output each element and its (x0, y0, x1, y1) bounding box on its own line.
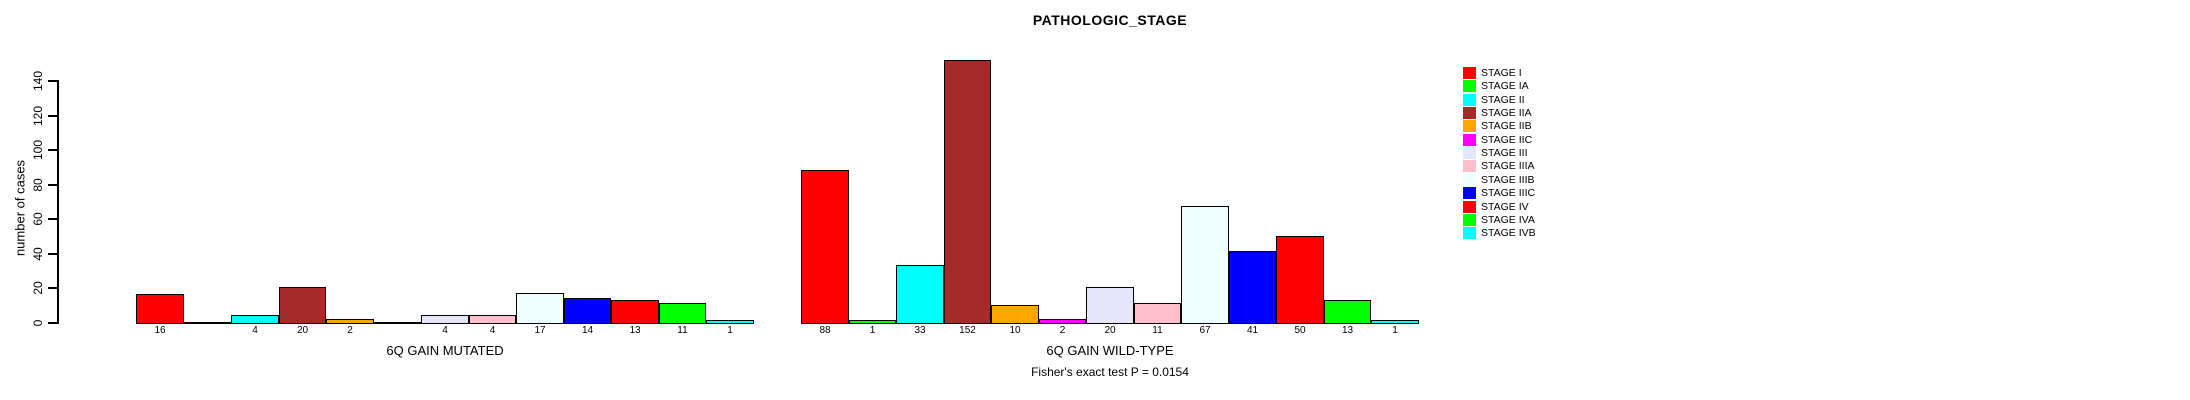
chart-title: PATHOLOGIC_STAGE (1032, 12, 1188, 28)
bar-value-label: 13 (629, 325, 641, 336)
bar-value-label: 1 (869, 325, 876, 336)
fisher-test-annotation: Fisher's exact test P = 0.0154 (1031, 365, 1189, 379)
bar-value-label: 50 (1294, 325, 1306, 336)
bar-stage-iib (991, 305, 1039, 324)
bar-value-label: 1 (1392, 325, 1398, 336)
bar-stage-ii (896, 265, 944, 324)
bar-stage-ivb (706, 320, 754, 324)
y-axis-line (57, 80, 59, 324)
legend-swatch-icon (1463, 187, 1476, 199)
bar-value-label: 20 (1104, 325, 1116, 336)
bar-stage-iiib (1181, 206, 1229, 324)
bar-stage-iiia (469, 315, 516, 324)
bar-stage-iii (421, 315, 469, 324)
x-axis-label-wild-type: 6Q GAIN WILD-TYPE (1046, 343, 1174, 358)
bar-value-label: 4 (252, 325, 258, 336)
bar-value-label: 41 (1246, 325, 1259, 336)
x-axis-label-mutated: 6Q GAIN MUTATED (386, 343, 504, 358)
legend-swatch-icon (1463, 80, 1476, 92)
y-axis-tick (48, 115, 58, 117)
bar-value-label: 33 (914, 325, 926, 336)
y-axis-title: number of cases (12, 159, 28, 257)
bar-stage-i (136, 294, 184, 324)
bar-value-label: 2 (347, 325, 353, 336)
y-axis-tick (48, 218, 58, 220)
legend-label: STAGE IV (1481, 201, 1529, 213)
bar-stage-i (801, 170, 849, 324)
bar-value-label: 13 (1341, 325, 1354, 336)
legend-label: STAGE II (1481, 94, 1525, 106)
legend-swatch-icon (1463, 134, 1476, 146)
zero-bar-baseline (184, 322, 231, 324)
bar-stage-iia (279, 287, 326, 324)
legend-swatch-icon (1463, 214, 1476, 226)
legend-swatch-icon (1463, 174, 1476, 186)
bar-value-label: 1 (727, 325, 733, 336)
bar-stage-iiic (564, 298, 611, 324)
y-axis-tick-label: 40 (31, 247, 45, 261)
legend-swatch-icon (1463, 107, 1476, 119)
legend-label: STAGE III (1481, 147, 1528, 159)
bar-stage-iib (326, 319, 374, 324)
bar-stage-iva (659, 303, 706, 324)
bar-stage-ia (849, 320, 896, 324)
bar-value-label: 88 (819, 325, 831, 336)
y-axis-tick-label: 100 (31, 139, 45, 161)
y-axis-tick-label: 60 (31, 212, 45, 226)
bar-value-label: 11 (1152, 325, 1163, 336)
y-axis-tick-label: 140 (31, 70, 45, 92)
bar-value-label: 4 (442, 325, 448, 336)
legend-label: STAGE IVA (1481, 214, 1535, 226)
bar-stage-ii (231, 315, 279, 324)
legend-label: STAGE IIB (1481, 120, 1532, 132)
bar-stage-iiic (1229, 251, 1276, 324)
legend-swatch-icon (1463, 227, 1476, 239)
bar-stage-iv (1276, 236, 1324, 324)
legend-swatch-icon (1463, 201, 1476, 213)
legend-label: STAGE IIC (1481, 134, 1533, 146)
y-axis-tick-label: 80 (31, 178, 45, 192)
y-axis-tick-label: 120 (31, 105, 45, 127)
bar-value-label: 16 (154, 325, 166, 336)
legend-label: STAGE IIIB (1481, 174, 1535, 186)
legend-swatch-icon (1463, 67, 1476, 79)
y-axis-tick (48, 287, 58, 289)
legend-label: STAGE I (1481, 67, 1522, 79)
bar-stage-iii (1086, 287, 1134, 324)
bar-stage-iiia (1134, 303, 1181, 324)
bar-stage-iva (1324, 300, 1371, 324)
bar-stage-iv (611, 300, 659, 324)
y-axis-tick (48, 149, 58, 151)
legend-swatch-icon (1463, 120, 1476, 132)
y-axis-tick (48, 322, 58, 324)
legend-swatch-icon (1463, 94, 1476, 106)
bar-value-label: 10 (1009, 325, 1021, 336)
bar-stage-ivb (1371, 320, 1419, 324)
bar-stage-iiib (516, 293, 564, 324)
zero-bar-baseline (374, 322, 421, 324)
bar-value-label: 2 (1059, 325, 1066, 336)
bar-value-label: 4 (489, 325, 496, 336)
y-axis-tick (48, 253, 58, 255)
legend-label: STAGE IVB (1481, 227, 1536, 239)
bar-value-label: 67 (1199, 325, 1211, 336)
bar-stage-iic (1039, 319, 1086, 324)
bar-value-label: 152 (959, 325, 976, 336)
legend-label: STAGE IA (1481, 80, 1529, 92)
y-axis-tick (48, 80, 58, 82)
bar-value-label: 17 (534, 325, 546, 336)
bar-value-label: 11 (677, 325, 688, 336)
y-axis-tick-label: 20 (31, 281, 45, 295)
legend-label: STAGE IIA (1481, 107, 1532, 119)
y-axis-tick (48, 184, 58, 186)
legend-label: STAGE IIIA (1481, 160, 1535, 172)
bar-value-label: 20 (296, 325, 309, 336)
bar-stage-iia (944, 60, 991, 324)
legend-swatch-icon (1463, 147, 1476, 159)
bar-value-label: 14 (581, 325, 594, 336)
legend-swatch-icon (1463, 160, 1476, 172)
y-axis-tick-label: 0 (31, 319, 45, 327)
legend-label: STAGE IIIC (1481, 187, 1536, 199)
